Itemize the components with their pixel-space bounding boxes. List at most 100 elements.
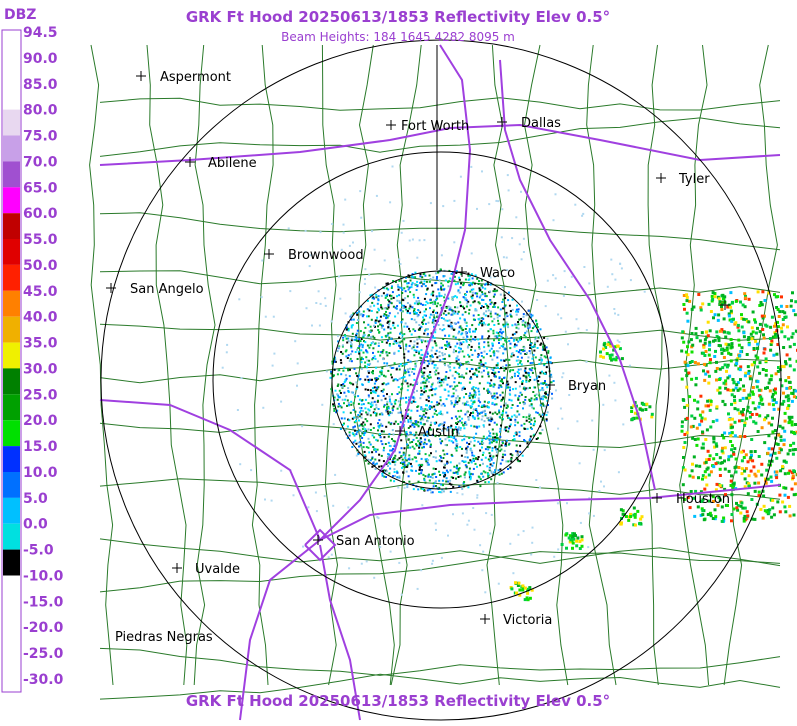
- echo-pixel: [352, 402, 355, 405]
- echo-pixel: [404, 457, 407, 460]
- echo-pixel: [440, 282, 443, 285]
- echo-pixel: [477, 387, 480, 390]
- echo-pixel: [515, 324, 518, 326]
- echo-pixel: [413, 308, 416, 310]
- echo-pixel: [545, 366, 548, 369]
- storm-pixel: [724, 335, 728, 339]
- echo-pixel: [372, 347, 375, 350]
- storm-pixel: [771, 403, 775, 407]
- echo-pixel: [394, 460, 397, 463]
- echo-pixel: [404, 369, 407, 372]
- storm-pixel: [712, 437, 716, 440]
- echo-pixel: [399, 263, 402, 265]
- echo-pixel: [431, 559, 434, 562]
- echo-pixel: [488, 446, 491, 449]
- echo-pixel: [402, 425, 405, 428]
- echo-pixel: [450, 453, 453, 456]
- echo-pixel: [535, 377, 538, 380]
- echo-pixel: [360, 313, 363, 316]
- echo-pixel: [366, 359, 369, 362]
- echo-pixel: [497, 371, 500, 373]
- echo-pixel: [438, 381, 441, 384]
- echo-pixel: [482, 435, 485, 438]
- echo-pixel: [499, 293, 502, 296]
- echo-pixel: [469, 472, 472, 475]
- echo-pixel: [362, 409, 364, 412]
- storm-pixel: [795, 473, 797, 477]
- echo-pixel: [441, 440, 444, 443]
- storm-pixel: [784, 360, 787, 364]
- storm-pixel: [712, 316, 715, 320]
- echo-pixel: [522, 407, 524, 410]
- echo-pixel: [499, 338, 502, 341]
- echo-pixel: [567, 343, 569, 346]
- echo-pixel: [387, 412, 390, 415]
- storm-pixel: [776, 442, 780, 446]
- storm-pixel: [691, 462, 694, 466]
- echo-pixel: [407, 288, 410, 291]
- echo-pixel: [481, 335, 484, 338]
- storm-pixel: [726, 376, 730, 380]
- storm-pixel: [756, 365, 760, 369]
- echo-pixel: [458, 381, 461, 384]
- echo-pixel: [455, 270, 458, 273]
- echo-pixel: [540, 397, 543, 400]
- echo-pixel: [427, 321, 430, 324]
- echo-pixel: [477, 301, 480, 304]
- echo-pixel: [418, 472, 421, 475]
- echo-pixel: [436, 403, 439, 406]
- legend-swatch: [3, 57, 20, 84]
- echo-pixel: [489, 441, 492, 444]
- echo-pixel: [495, 432, 498, 435]
- echo-pixel: [407, 420, 410, 423]
- echo-pixel: [428, 316, 431, 319]
- county-line: [99, 673, 781, 700]
- echo-pixel: [378, 426, 381, 429]
- storm-pixel: [701, 498, 705, 502]
- echo-pixel: [448, 439, 451, 442]
- echo-pixel: [415, 349, 418, 352]
- storm-pixel: [514, 581, 517, 585]
- echo-pixel: [524, 371, 527, 374]
- storm-pixel: [772, 398, 776, 402]
- storm-pixel: [703, 341, 707, 345]
- storm-pixel: [770, 423, 774, 427]
- storm-pixel: [700, 507, 704, 511]
- echo-pixel: [393, 400, 396, 403]
- echo-pixel: [425, 355, 428, 358]
- echo-pixel: [480, 360, 483, 363]
- echo-pixel: [421, 353, 424, 356]
- echo-pixel: [333, 396, 336, 399]
- echo-pixel: [375, 406, 378, 409]
- echo-pixel: [489, 532, 492, 535]
- storm-pixel: [731, 378, 735, 381]
- echo-pixel: [484, 591, 487, 594]
- echo-pixel: [366, 375, 369, 378]
- echo-pixel: [464, 423, 467, 426]
- storm-pixel: [764, 386, 767, 390]
- echo-pixel: [448, 344, 451, 347]
- echo-pixel: [387, 298, 390, 301]
- echo-pixel: [315, 510, 318, 513]
- echo-pixel: [507, 427, 510, 430]
- echo-pixel: [455, 350, 457, 353]
- echo-pixel: [508, 398, 511, 401]
- echo-pixel: [442, 381, 445, 384]
- storm-pixel: [732, 507, 736, 511]
- echo-pixel: [522, 349, 525, 351]
- echo-pixel: [351, 417, 354, 420]
- echo-pixel: [319, 231, 322, 234]
- echo-pixel: [446, 319, 449, 322]
- echo-pixel: [324, 250, 327, 253]
- echo-pixel: [528, 350, 531, 352]
- echo-pixel: [367, 462, 370, 465]
- echo-pixel: [477, 318, 480, 321]
- echo-pixel: [387, 453, 390, 456]
- storm-pixel: [635, 404, 638, 408]
- echo-pixel: [366, 344, 369, 347]
- storm-pixel: [758, 414, 762, 418]
- echo-pixel: [444, 378, 447, 381]
- echo-pixel: [359, 366, 362, 369]
- echo-pixel: [361, 383, 364, 386]
- echo-pixel: [356, 358, 359, 360]
